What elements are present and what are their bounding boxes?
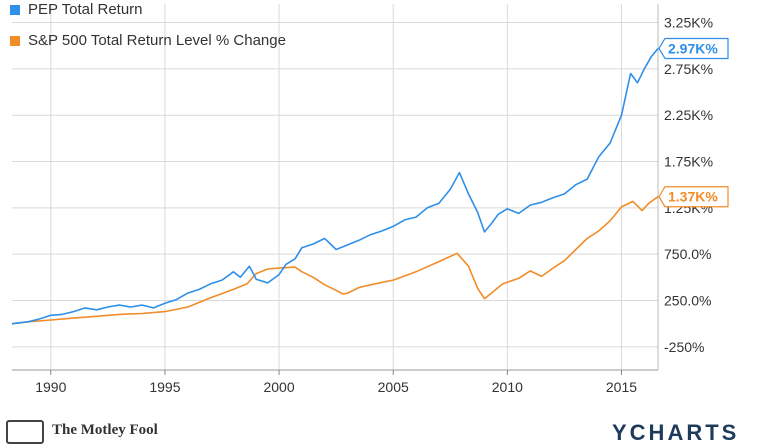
footer: The Motley Fool YCHARTS — [0, 416, 764, 445]
y-tick-label: 2.25K% — [664, 107, 713, 123]
series-layer — [11, 47, 659, 325]
x-tick-label: 2010 — [492, 379, 523, 395]
gridlines — [12, 4, 659, 371]
x-tick-label: 1995 — [149, 379, 180, 395]
y-tick-label: 1.75K% — [664, 154, 713, 170]
motley-fool-logo — [6, 420, 44, 444]
end-label-pep: 2.97K% — [658, 37, 729, 60]
series-line-sp — [11, 196, 659, 325]
legend-swatch-pep — [10, 4, 20, 15]
ycharts-logo: YCHARTS — [612, 420, 740, 445]
end-label-box-sp — [658, 186, 729, 208]
y-tick-label: 750.0% — [664, 246, 711, 262]
end-value-labels: 2.97K% 1.37K% — [658, 37, 729, 208]
x-tick-label: 2000 — [263, 379, 294, 395]
x-tick-label: 2005 — [378, 379, 409, 395]
series-line-pep — [11, 47, 659, 325]
legend-label-sp: S&P 500 Total Return Level % Change — [28, 32, 286, 49]
legend-item-sp[interactable]: S&P 500 Total Return Level % Change — [10, 25, 286, 56]
end-label-sp: 1.37K% — [658, 186, 729, 208]
chart-area: 3.25K%2.75K%2.25K%1.75K%1.25K%750.0%250.… — [11, 4, 729, 395]
y-tick-label: 3.25K% — [664, 15, 713, 31]
end-label-box-pep — [658, 37, 729, 60]
x-tick-label: 1990 — [35, 379, 66, 395]
legend-swatch-sp — [10, 35, 20, 46]
legend-item-pep[interactable]: PEP Total Return — [10, 0, 286, 25]
y-tick-label: -250% — [664, 339, 704, 355]
end-label-text-sp: 1.37K% — [668, 189, 718, 205]
motley-fool-text: The Motley Fool — [52, 422, 158, 438]
legend: PEP Total Return S&P 500 Total Return Le… — [10, 0, 286, 56]
end-label-text-pep: 2.97K% — [668, 40, 718, 56]
y-axis-ticks: 3.25K%2.75K%2.25K%1.75K%1.25K%750.0%250.… — [664, 15, 713, 355]
y-tick-label: 250.0% — [664, 293, 711, 309]
x-tick-label: 2015 — [606, 379, 637, 395]
legend-label-pep: PEP Total Return — [28, 1, 143, 18]
y-tick-label: 2.75K% — [664, 61, 713, 77]
x-axis-ticks: 1990 1995 2000 2005 2010 2015 — [35, 370, 637, 395]
